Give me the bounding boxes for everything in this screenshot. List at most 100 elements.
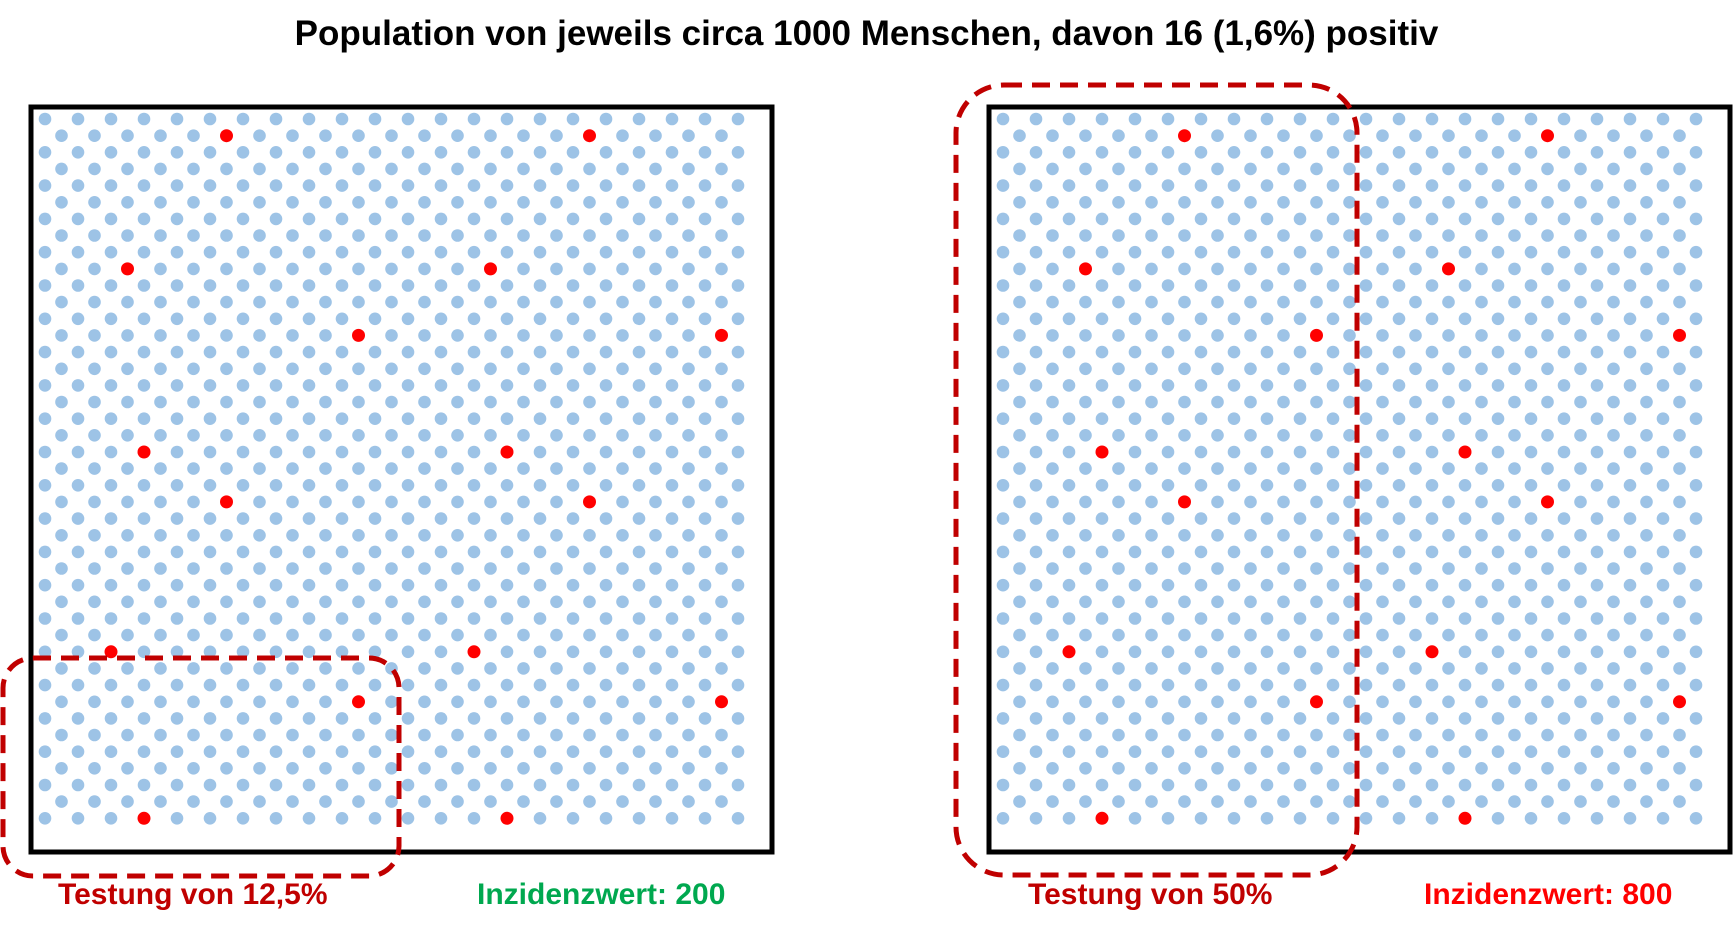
right-person-dot (1244, 362, 1257, 376)
right-person-dot (1376, 462, 1389, 475)
right-person-dot (1640, 462, 1653, 475)
right-person-dot (1079, 429, 1092, 442)
left-person-dot (731, 245, 745, 259)
right-person-dot (1590, 512, 1604, 525)
left-person-dot (170, 112, 184, 126)
left-person-dot (38, 379, 52, 392)
right-person-dot (1689, 412, 1703, 426)
left-positive-person-dot (121, 262, 134, 276)
left-person-dot (451, 529, 464, 542)
left-person-dot (55, 129, 68, 142)
left-person-dot (203, 778, 217, 792)
left-person-dot (203, 445, 217, 459)
right-person-dot (1343, 628, 1356, 642)
right-person-dot (1607, 595, 1620, 609)
left-person-dot (385, 429, 398, 442)
right-person-dot (1112, 162, 1125, 176)
right-person-dot (1557, 245, 1571, 259)
left-person-dot (220, 762, 233, 775)
left-person-dot (302, 379, 316, 392)
right-person-dot (1326, 212, 1340, 226)
right-person-dot (1161, 812, 1175, 825)
left-person-dot (335, 379, 349, 392)
left-person-dot (88, 196, 101, 209)
right-person-dot (1475, 129, 1488, 142)
left-person-dot (517, 429, 530, 442)
right-person-dot (1095, 512, 1109, 525)
right-person-dot (1277, 362, 1290, 376)
right-person-dot (1062, 112, 1076, 126)
right-person-dot (1013, 529, 1026, 542)
right-person-dot (1656, 712, 1670, 725)
right-person-dot (1211, 762, 1224, 775)
left-person-dot (682, 795, 695, 808)
right-person-dot (1640, 662, 1653, 675)
right-person-dot (1508, 229, 1521, 242)
right-person-dot (1508, 662, 1521, 675)
left-person-dot (500, 612, 514, 625)
left-person-dot (418, 529, 431, 542)
right-person-dot (1524, 778, 1538, 792)
right-person-dot (1128, 112, 1142, 126)
right-person-dot (1128, 578, 1142, 592)
right-person-dot (1178, 628, 1191, 642)
right-person-dot (1211, 795, 1224, 808)
right-person-dot (1673, 162, 1686, 176)
left-person-dot (715, 495, 728, 509)
right-person-dot (1491, 412, 1505, 426)
right-person-dot (1343, 229, 1356, 242)
right-positive-person-dot (1541, 495, 1554, 509)
right-person-dot (1491, 146, 1505, 159)
right-person-dot (1161, 245, 1175, 259)
right-person-dot (996, 645, 1010, 659)
right-person-dot (1244, 462, 1257, 475)
right-person-dot (1689, 146, 1703, 159)
right-person-dot (1524, 678, 1538, 692)
right-person-dot (1310, 295, 1323, 309)
left-person-dot (187, 795, 200, 808)
left-person-dot (401, 279, 415, 292)
right-person-dot (1079, 762, 1092, 775)
left-person-dot (137, 645, 151, 659)
left-person-dot (533, 578, 547, 592)
right-person-dot (1145, 129, 1158, 142)
right-person-dot (1607, 762, 1620, 775)
right-person-dot (1178, 762, 1191, 775)
left-person-dot (451, 229, 464, 242)
right-person-dot (1227, 578, 1241, 592)
right-person-dot (1095, 479, 1109, 492)
right-person-dot (1607, 462, 1620, 475)
right-person-dot (1293, 512, 1307, 525)
left-incidence-label: Inzidenzwert: 200 (477, 878, 726, 911)
left-person-dot (203, 645, 217, 659)
left-person-dot (236, 345, 250, 359)
left-person-dot (566, 745, 580, 758)
right-person-dot (1689, 179, 1703, 192)
right-person-dot (1673, 495, 1686, 509)
right-person-dot (1112, 628, 1125, 642)
left-person-dot (401, 112, 415, 126)
right-person-dot (1689, 812, 1703, 825)
left-person-dot (104, 345, 118, 359)
right-person-dot (1458, 678, 1472, 692)
left-person-dot (104, 412, 118, 426)
left-person-dot (71, 279, 85, 292)
right-person-dot (1161, 146, 1175, 159)
right-person-dot (1541, 762, 1554, 775)
right-person-dot (1178, 562, 1191, 575)
right-person-dot (1557, 512, 1571, 525)
left-person-dot (137, 112, 151, 126)
left-person-dot (467, 279, 481, 292)
right-person-dot (1194, 245, 1208, 259)
right-person-dot (1557, 645, 1571, 659)
right-person-dot (1244, 562, 1257, 575)
left-person-dot (418, 395, 431, 409)
right-person-dot (1326, 279, 1340, 292)
left-person-dot (104, 445, 118, 459)
right-person-dot (1524, 645, 1538, 659)
left-person-dot (500, 479, 514, 492)
right-person-dot (1145, 695, 1158, 709)
left-person-dot (352, 529, 365, 542)
right-person-dot (1425, 512, 1439, 525)
right-person-dot (1392, 645, 1406, 659)
